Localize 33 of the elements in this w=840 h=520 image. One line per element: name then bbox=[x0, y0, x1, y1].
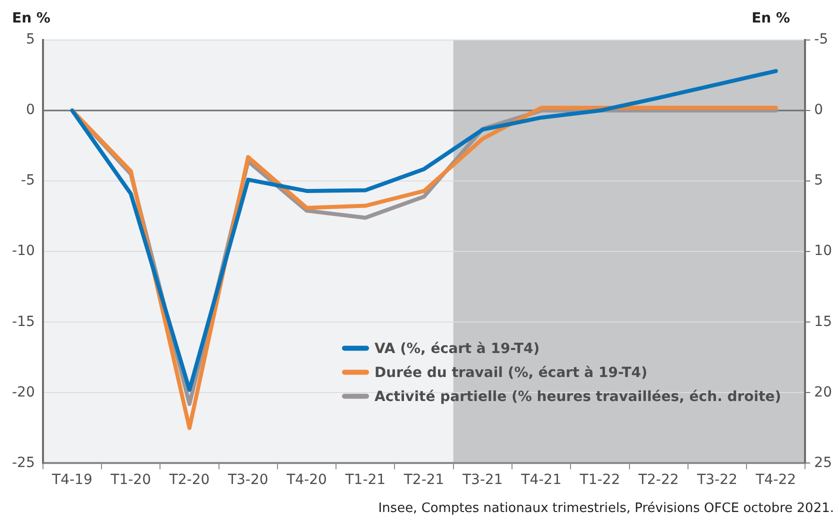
y2-tick-label: 20 bbox=[814, 384, 832, 400]
x-tick-label: T1-22 bbox=[578, 472, 620, 488]
x-tick-label: T4-22 bbox=[754, 472, 796, 488]
y2-axis-title: En % bbox=[752, 10, 790, 27]
x-tick-label: T1-21 bbox=[344, 472, 386, 488]
y2-tick-label: 25 bbox=[814, 454, 832, 471]
y-axis-title: En % bbox=[12, 10, 50, 27]
y2-tick-label: 15 bbox=[814, 314, 832, 330]
y-tick-label: 5 bbox=[26, 32, 35, 48]
legend-label: Durée du travail (%, écart à 19-T4) bbox=[374, 364, 648, 381]
x-tick-label: T4-20 bbox=[286, 472, 327, 488]
y-tick-label: -15 bbox=[12, 314, 35, 330]
y-tick-label: -20 bbox=[12, 384, 35, 400]
legend-label: Activité partielle (% heures travaillées, éch. droite) bbox=[374, 388, 782, 405]
x-tick-label: T4-21 bbox=[520, 472, 562, 488]
y-tick-label: -10 bbox=[12, 243, 35, 260]
x-tick-label: T3-21 bbox=[462, 472, 503, 488]
x-tick-label: T3-22 bbox=[696, 472, 738, 488]
x-tick-label: T2-22 bbox=[637, 472, 679, 488]
y2-tick-label: -5 bbox=[814, 32, 828, 48]
text: Insee, Comptes nationaux trimestriels, Prévisions OFCE octobre 2021. bbox=[378, 501, 834, 516]
legend-label: VA (%, écart à 19-T4) bbox=[374, 340, 540, 357]
y2-tick-label: 5 bbox=[814, 172, 824, 189]
y-tick-label: -25 bbox=[12, 454, 35, 471]
x-tick-label: T2-20 bbox=[168, 472, 210, 488]
x-tick-label: T2-21 bbox=[402, 472, 444, 488]
y2-tick-label: 0 bbox=[814, 102, 824, 118]
x-tick-label: T1-20 bbox=[110, 472, 151, 488]
x-tick-label: T3-20 bbox=[226, 472, 268, 488]
x-tick-label: T4-19 bbox=[51, 472, 92, 488]
y2-tick-label: 10 bbox=[814, 243, 832, 260]
y-tick-label: 0 bbox=[26, 102, 35, 118]
y-tick-label: -5 bbox=[20, 172, 35, 189]
